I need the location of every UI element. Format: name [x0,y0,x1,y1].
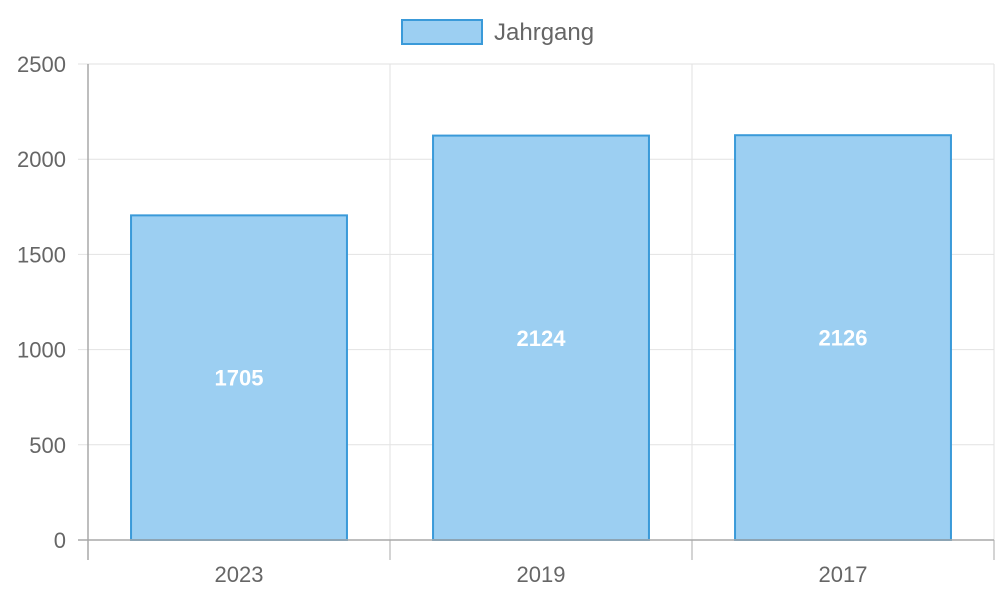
value-label: 2124 [517,326,567,351]
y-tick-label: 0 [54,528,66,553]
y-tick-label: 500 [29,433,66,458]
bar-2023[interactable] [130,214,348,541]
bars [130,134,952,541]
value-label: 1705 [215,366,264,391]
y-axis-ticks: 0 500 1000 1500 2000 2500 [17,52,66,553]
x-axis-ticks: 2023 2019 2017 [215,562,868,587]
legend-swatch [401,19,483,45]
x-tick-label: 2019 [517,562,566,587]
value-labels: 1705 2124 2126 [215,326,868,391]
bar-2019[interactable] [432,134,650,541]
y-tick-label: 2000 [17,147,66,172]
y-tick-label: 1000 [17,338,66,363]
legend[interactable]: Jahrgang [401,19,594,46]
y-tick-label: 2500 [17,52,66,77]
x-tick-label: 2017 [819,562,868,587]
axes [78,64,995,560]
legend-label: Jahrgang [494,19,594,46]
x-tick-label: 2023 [215,562,264,587]
value-label: 2126 [819,326,868,351]
y-tick-label: 1500 [17,242,66,267]
bar-2017[interactable] [734,134,952,541]
